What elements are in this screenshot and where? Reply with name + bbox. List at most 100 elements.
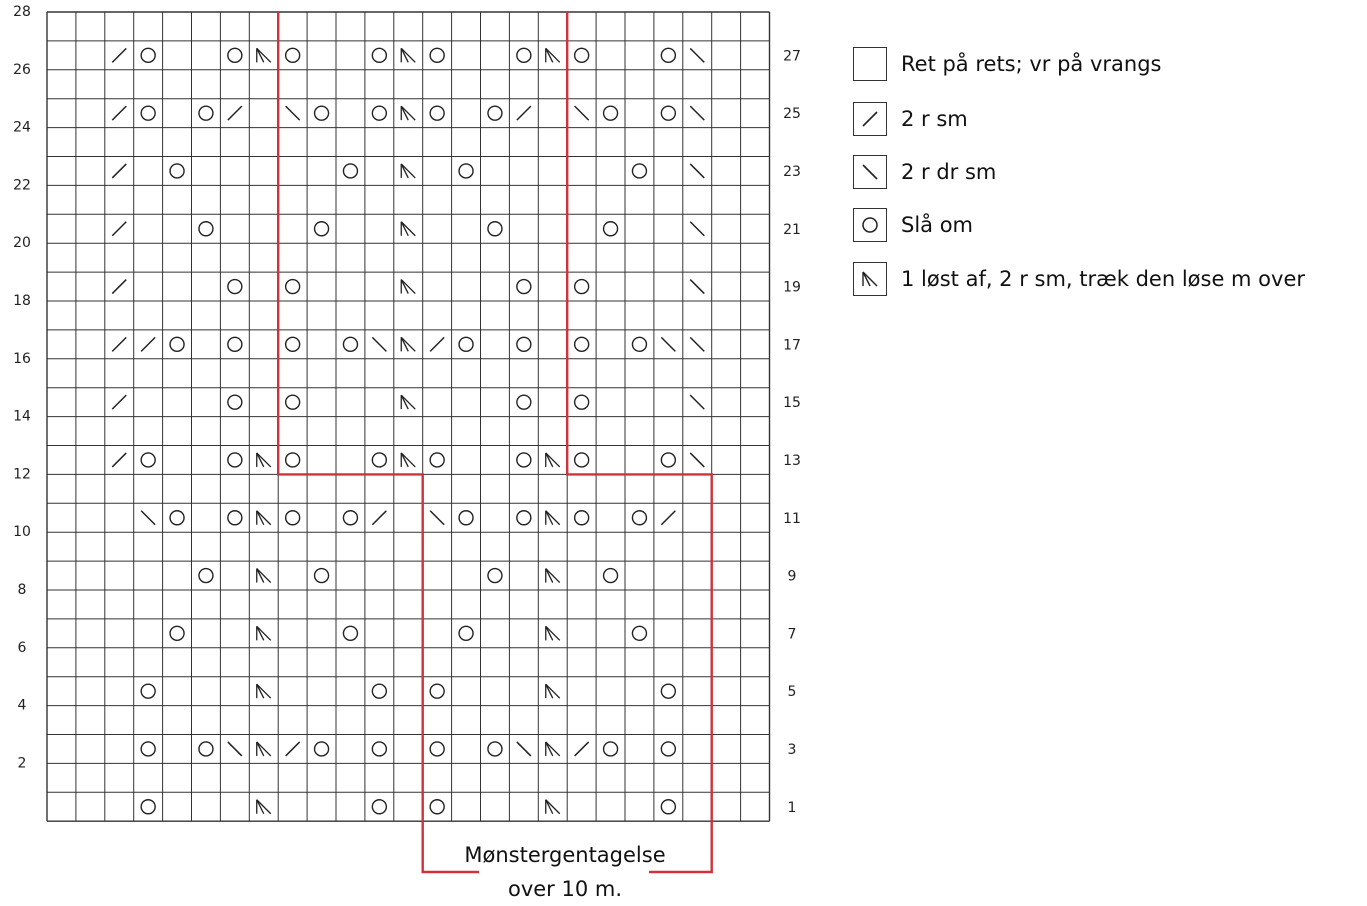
yarn-over-symbol — [284, 47, 301, 64]
yarn-over-symbol — [371, 105, 388, 121]
yarn-over-symbol — [516, 336, 532, 353]
yarn-over-symbol — [573, 47, 590, 64]
k2tog-symbol — [111, 163, 127, 179]
k2tog-symbol — [111, 279, 127, 295]
yarn-over-symbol — [227, 336, 243, 353]
ssk-symbol — [140, 510, 156, 526]
yarn-over-symbol — [371, 452, 388, 468]
yarn-over-symbol — [602, 105, 619, 121]
ssk-symbol — [689, 221, 705, 237]
row-number-right: 25 — [783, 106, 801, 122]
yarn-over-symbol — [660, 683, 677, 699]
yarn-over-symbol — [631, 163, 648, 179]
yarn-over-symbol — [429, 683, 445, 699]
yarn-over-symbol — [429, 47, 445, 64]
yarn-over-symbol — [371, 741, 388, 757]
yarn-over-symbol — [284, 452, 301, 468]
row-number-left: 26 — [13, 62, 31, 78]
yarn-over-symbol — [371, 683, 388, 699]
yarn-over-symbol — [313, 221, 330, 237]
k2tog-symbol — [574, 741, 590, 757]
yarn-over-symbol — [342, 336, 359, 353]
sk2p-symbol — [545, 510, 561, 526]
yarn-over-symbol — [602, 567, 619, 584]
legend-item-ssk: 2 r dr sm — [853, 155, 1305, 189]
ssk-symbol — [689, 336, 705, 352]
ssk-symbol — [227, 741, 243, 757]
yarn-over-symbol — [573, 336, 590, 353]
ssk-symbol — [429, 510, 445, 526]
k2tog-symbol — [111, 336, 127, 352]
row-numbers-right: 27 25 23 21 19 17 15 13 11 9 7 5 3 1 — [783, 48, 801, 815]
row-number-right: 15 — [783, 395, 801, 411]
yarn-over-symbol — [429, 105, 445, 121]
repeat-label-line-1: Mønstergentagelse — [464, 843, 666, 867]
row-number-left: 28 — [13, 4, 31, 20]
row-number-right: 21 — [783, 222, 801, 238]
blank-square-icon — [853, 47, 887, 81]
row-number-right: 17 — [783, 337, 801, 353]
yarn-over-symbol — [487, 105, 503, 121]
repeat-bracket-right — [649, 821, 713, 874]
yarn-over-symbol — [660, 105, 677, 121]
sk2p-symbol — [400, 452, 416, 468]
yarn-over-symbol — [140, 452, 156, 468]
sk2p-icon — [853, 262, 887, 296]
yarn-over-symbol — [342, 163, 359, 179]
yarn-over-symbol — [458, 163, 474, 179]
repeat-label-line-2: over 10 m. — [507, 877, 623, 901]
ssk-symbol — [660, 336, 676, 352]
yarn-over-symbol — [631, 510, 648, 526]
row-number-right: 1 — [788, 800, 797, 816]
ssk-symbol — [285, 105, 301, 121]
yarn-over-symbol — [429, 452, 445, 468]
yarn-over-symbol — [602, 741, 619, 757]
yarn-over-symbol — [516, 278, 532, 295]
yarn-over-symbol — [631, 336, 648, 353]
row-number-left: 8 — [18, 582, 27, 598]
row-number-right: 23 — [783, 164, 801, 180]
yarn-over-symbol — [516, 394, 532, 410]
legend: Ret på rets; vr på vrangs 2 r sm 2 r dr … — [853, 46, 1305, 317]
ssk-symbol — [689, 394, 705, 410]
legend-label-sk2p: 1 løst af, 2 r sm, træk den løse m over — [901, 267, 1306, 291]
sk2p-symbol — [400, 47, 416, 63]
k2tog-symbol — [111, 394, 127, 410]
yarn-over-symbol — [227, 510, 243, 526]
yarn-over-symbol — [169, 336, 185, 353]
row-number-left: 16 — [13, 351, 31, 367]
k2tog-symbol — [371, 510, 387, 526]
yarn-over-symbol — [284, 278, 301, 295]
row-number-right: 13 — [783, 453, 801, 469]
ssk-symbol — [574, 105, 590, 121]
sk2p-symbol — [256, 47, 272, 63]
sk2p-symbol — [545, 741, 561, 757]
row-number-right: 9 — [788, 569, 797, 585]
sk2p-symbol — [256, 741, 272, 757]
yarn-over-symbol — [573, 394, 590, 410]
yarn-over-symbol — [342, 625, 359, 642]
yarn-over-symbol — [284, 336, 301, 353]
sk2p-symbol — [256, 510, 272, 526]
yarn-over-symbol — [660, 452, 677, 468]
ssk-symbol — [689, 279, 705, 295]
row-number-left: 14 — [13, 409, 31, 425]
ssk-symbol — [371, 336, 387, 352]
yarn-over-symbol — [516, 452, 532, 468]
yarn-over-symbol — [284, 510, 301, 526]
yarn-over-symbol — [371, 47, 388, 64]
yarn-over-symbol — [284, 394, 301, 410]
sk2p-symbol — [545, 452, 561, 468]
yarn-over-symbol — [198, 221, 214, 237]
yarn-over-symbol — [140, 47, 156, 64]
row-number-left: 4 — [18, 698, 27, 714]
row-number-right: 27 — [783, 48, 801, 64]
sk2p-symbol — [400, 221, 416, 237]
yarn-over-symbol — [487, 221, 503, 237]
legend-label-ssk: 2 r dr sm — [901, 160, 997, 184]
chart-symbols — [111, 47, 705, 815]
yarn-over-symbol — [198, 567, 214, 584]
sk2p-symbol — [256, 683, 272, 699]
yarn-over-symbol — [342, 510, 359, 526]
row-number-left: 2 — [18, 755, 27, 771]
